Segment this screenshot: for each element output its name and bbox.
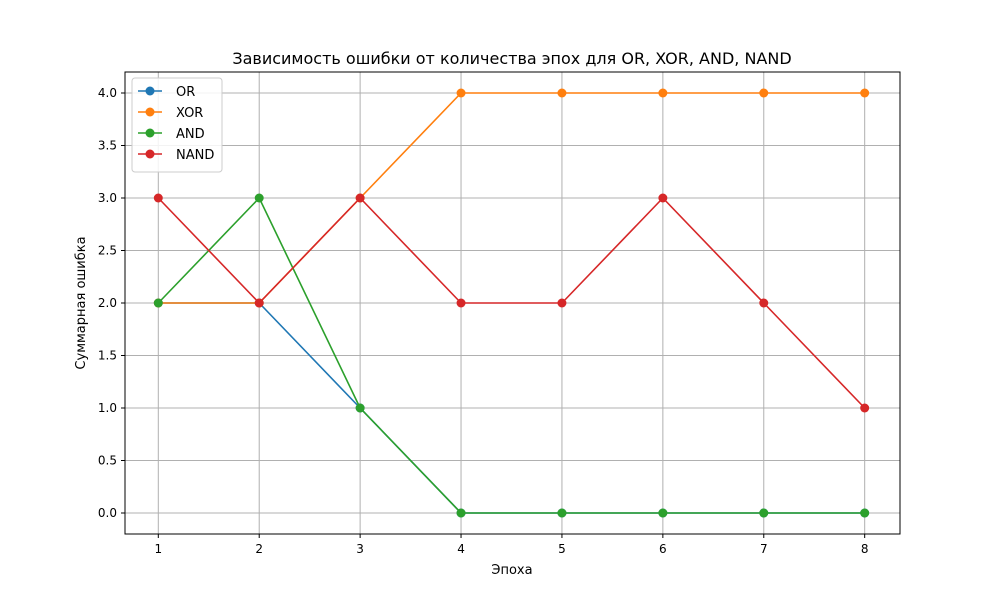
- legend-label-xor: XOR: [176, 106, 203, 121]
- legend: OR XOR AND NAND: [131, 77, 223, 173]
- legend-item-nand: NAND: [138, 148, 214, 163]
- y-tick-label: 0.5: [98, 454, 117, 468]
- y-tick-label: 0.0: [98, 506, 117, 520]
- legend-label-and: AND: [176, 127, 205, 142]
- data-point-xor: [456, 88, 466, 98]
- series-layer: [153, 88, 870, 518]
- legend-marker-or: [145, 86, 155, 96]
- data-point-and: [153, 298, 163, 308]
- y-tick-label: 2.5: [98, 244, 117, 258]
- data-point-nand: [456, 298, 466, 308]
- data-point-nand: [355, 193, 365, 203]
- x-tick-label: 4: [457, 542, 465, 556]
- x-axis-title: Эпоха: [491, 563, 532, 578]
- data-point-and: [557, 508, 567, 518]
- x-tick-label: 8: [861, 542, 869, 556]
- y-axis-title: Суммарная ошибка: [74, 236, 89, 369]
- data-point-and: [456, 508, 466, 518]
- y-tick-label: 3.0: [98, 191, 117, 205]
- legend-label-or: OR: [176, 85, 195, 100]
- y-tick-label: 4.0: [98, 86, 117, 100]
- legend-marker-xor: [145, 107, 155, 117]
- data-point-nand: [153, 193, 163, 203]
- x-tick-label: 6: [659, 542, 667, 556]
- x-tick-label: 7: [760, 542, 768, 556]
- data-point-nand: [557, 298, 567, 308]
- data-point-xor: [860, 88, 870, 98]
- x-tick-label: 1: [154, 542, 162, 556]
- data-point-nand: [254, 298, 264, 308]
- series-nand: [153, 193, 870, 413]
- y-tick-label: 1.5: [98, 349, 117, 363]
- data-point-xor: [557, 88, 567, 98]
- data-point-nand: [759, 298, 769, 308]
- data-point-nand: [658, 193, 668, 203]
- x-tick-label: 2: [255, 542, 263, 556]
- legend-label-nand: NAND: [176, 148, 214, 163]
- y-tick-label: 1.0: [98, 401, 117, 415]
- data-point-and: [860, 508, 870, 518]
- x-tick-label: 5: [558, 542, 566, 556]
- legend-box: [131, 77, 223, 173]
- legend-item-or: OR: [138, 85, 195, 100]
- data-point-nand: [860, 403, 870, 413]
- series-and: [153, 193, 870, 518]
- data-point-and: [355, 403, 365, 413]
- x-axis: 1 2 3 4 5 6 7 8: [154, 534, 869, 556]
- legend-item-xor: XOR: [138, 106, 203, 121]
- y-axis: 0.0 0.5 1.0 1.5 2.0 2.5 3.0 3.5 4.0: [98, 86, 125, 520]
- data-point-xor: [759, 88, 769, 98]
- x-tick-label: 3: [356, 542, 364, 556]
- series-line-nand: [157, 196, 866, 409]
- data-point-and: [254, 193, 264, 203]
- y-tick-label: 3.5: [98, 139, 117, 153]
- legend-item-and: AND: [138, 127, 205, 142]
- chart-title: Зависимость ошибки от количества эпох дл…: [232, 49, 791, 68]
- data-point-and: [658, 508, 668, 518]
- y-tick-label: 2.0: [98, 296, 117, 310]
- data-point-and: [759, 508, 769, 518]
- series-line-and: [157, 196, 865, 514]
- legend-marker-and: [145, 128, 155, 138]
- legend-marker-nand: [145, 149, 155, 159]
- data-point-xor: [658, 88, 668, 98]
